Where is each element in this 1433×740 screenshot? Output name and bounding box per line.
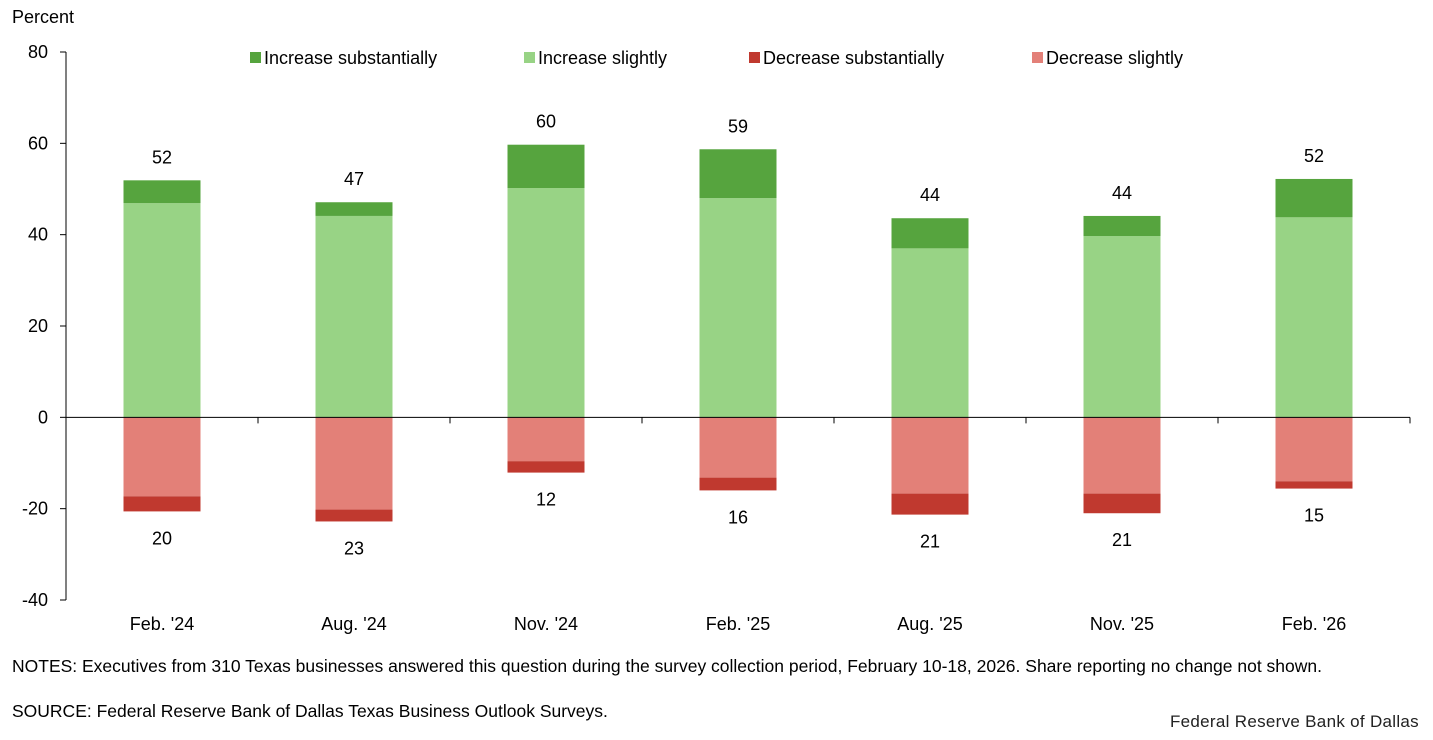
bar-increase-slightly [699, 198, 777, 418]
y-axis-label: Percent [12, 7, 74, 27]
decrease-total-label: 21 [1112, 530, 1132, 550]
bar-increase-slightly [891, 248, 969, 418]
decrease-total-label: 15 [1304, 506, 1324, 526]
bar-decrease-substantially [1275, 481, 1353, 489]
bar-increase-substantially [315, 202, 393, 216]
chart-source: SOURCE: Federal Reserve Bank of Dallas T… [12, 701, 608, 721]
bar-increase-substantially [699, 149, 777, 199]
bar-decrease-substantially [1083, 493, 1161, 514]
x-tick-label: Nov. '25 [1090, 614, 1154, 634]
y-tick-label: -40 [22, 590, 48, 610]
decrease-total-label: 23 [344, 538, 364, 558]
bar-increase-slightly [123, 203, 201, 418]
brand-logo-text: Federal Reserve Bank of Dallas [1169, 712, 1419, 731]
decrease-total-label: 16 [728, 507, 748, 527]
y-tick-label: -20 [22, 499, 48, 519]
y-tick-label: 40 [28, 225, 48, 245]
legend-label: Decrease slightly [1046, 48, 1183, 68]
bar-decrease-substantially [699, 477, 777, 491]
x-tick-label: Feb. '26 [1282, 614, 1346, 634]
bar-decrease-substantially [507, 461, 585, 473]
bar-increase-substantially [1275, 178, 1353, 218]
legend-swatch [749, 52, 760, 63]
increase-total-label: 52 [1304, 146, 1324, 166]
bar-decrease-substantially [891, 493, 969, 515]
bar-increase-slightly [315, 215, 393, 418]
x-tick-label: Feb. '24 [130, 614, 194, 634]
increase-total-label: 52 [152, 147, 172, 167]
decrease-total-label: 21 [920, 532, 940, 552]
y-tick-label: 60 [28, 133, 48, 153]
x-tick-label: Aug. '24 [321, 614, 387, 634]
legend-label: Increase slightly [538, 48, 667, 68]
legend-label: Decrease substantially [763, 48, 944, 68]
bar-increase-substantially [123, 180, 201, 204]
bar-decrease-slightly [1275, 417, 1353, 482]
y-tick-label: 80 [28, 42, 48, 62]
bar-decrease-slightly [507, 417, 585, 462]
x-tick-label: Feb. '25 [706, 614, 770, 634]
increase-total-label: 60 [536, 112, 556, 132]
increase-total-label: 47 [344, 169, 364, 189]
bar-decrease-slightly [699, 417, 777, 478]
bar-decrease-slightly [315, 417, 393, 510]
bar-increase-slightly [1275, 217, 1353, 418]
x-tick-label: Nov. '24 [514, 614, 578, 634]
y-tick-label: 20 [28, 316, 48, 336]
increase-total-label: 44 [1112, 183, 1132, 203]
decrease-total-label: 12 [536, 490, 556, 510]
legend-label: Increase substantially [264, 48, 437, 68]
legend-swatch [250, 52, 261, 63]
increase-total-label: 59 [728, 116, 748, 136]
legend-swatch [524, 52, 535, 63]
bar-decrease-slightly [1083, 417, 1161, 494]
bar-increase-substantially [507, 144, 585, 189]
bar-decrease-slightly [891, 417, 969, 494]
x-tick-label: Aug. '25 [897, 614, 963, 634]
chart-notes: NOTES: Executives from 310 Texas busines… [12, 656, 1322, 676]
bar-decrease-substantially [315, 509, 393, 522]
bar-increase-slightly [1083, 236, 1161, 418]
y-tick-label: 0 [38, 407, 48, 427]
bar-increase-slightly [507, 188, 585, 418]
decrease-total-label: 20 [152, 528, 172, 548]
bar-increase-substantially [1083, 215, 1161, 237]
bar-decrease-slightly [123, 417, 201, 497]
bar-decrease-substantially [123, 496, 201, 512]
increase-total-label: 44 [920, 185, 940, 205]
bar-increase-substantially [891, 218, 969, 249]
legend-swatch [1032, 52, 1043, 63]
